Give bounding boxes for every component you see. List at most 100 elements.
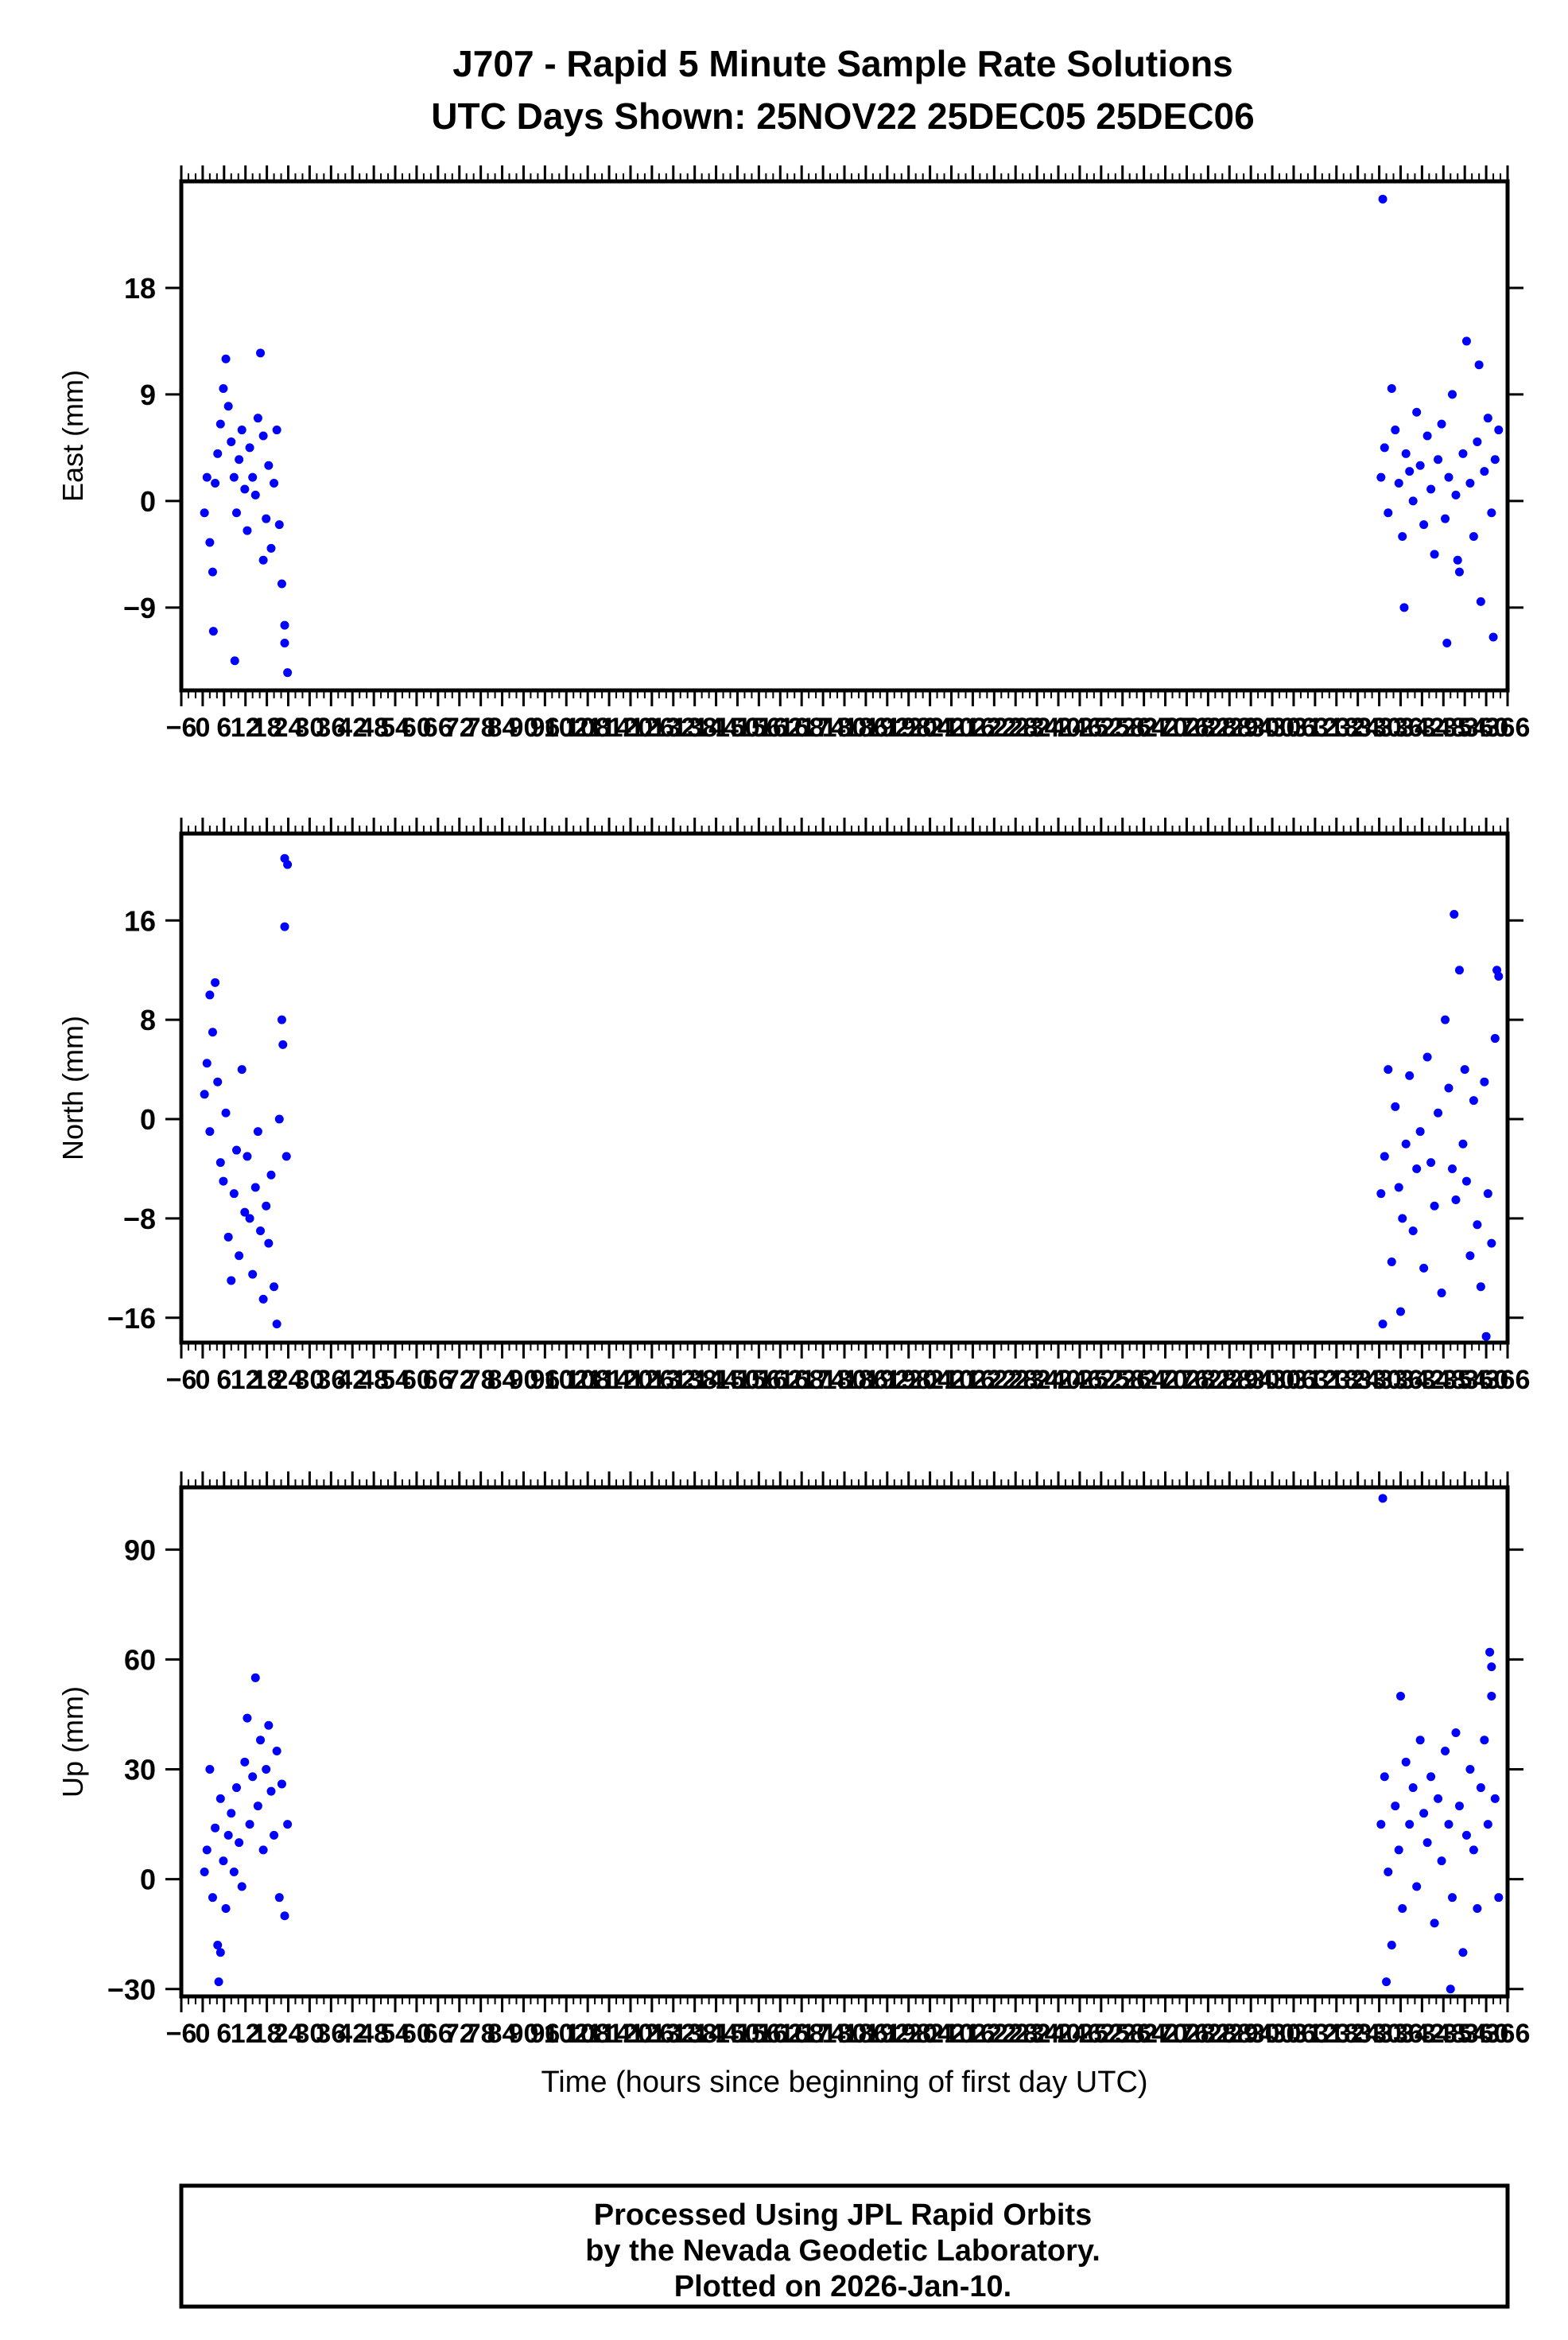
up-x-tick-label: 246 xyxy=(1058,2019,1103,2049)
north-data-point xyxy=(1376,1189,1386,1199)
up-data-point xyxy=(1487,1691,1496,1701)
up-data-point xyxy=(211,1823,220,1833)
east-panel: −60 6121824303642485460667278849096102108… xyxy=(56,165,1530,743)
north-data-point xyxy=(1461,1176,1471,1186)
east-x-tick-label: 264 xyxy=(1121,713,1166,743)
east-data-point xyxy=(1442,638,1452,647)
north-x-tick-label: 210 xyxy=(929,1365,974,1395)
up-x-tick-label: 18 xyxy=(252,2019,282,2049)
east-data-point xyxy=(1444,472,1454,482)
up-data-point xyxy=(221,1903,231,1913)
up-y-tick-label: 60 xyxy=(124,1643,156,1676)
east-data-point xyxy=(243,526,252,535)
east-data-point xyxy=(1434,455,1443,465)
north-x-tick-label: 144 xyxy=(693,1365,739,1395)
north-x-tick-label: 12 xyxy=(231,1365,261,1395)
north-data-point xyxy=(1394,1183,1403,1192)
north-x-tick-label: 30 xyxy=(295,1365,325,1395)
up-data-point xyxy=(1398,1903,1407,1913)
up-data-point xyxy=(227,1809,236,1818)
east-data-points xyxy=(200,194,1504,678)
north-data-point xyxy=(256,1226,266,1236)
east-data-point xyxy=(1476,597,1485,606)
east-data-point xyxy=(211,479,220,488)
up-x-tick-label: 168 xyxy=(779,2019,825,2049)
up-data-point xyxy=(1473,1903,1482,1913)
east-x-tick-label: 204 xyxy=(907,713,953,743)
up-data-point xyxy=(258,1845,268,1855)
north-data-point xyxy=(270,1282,279,1292)
north-data-point xyxy=(232,1145,241,1155)
east-x-tick-label: 246 xyxy=(1058,713,1103,743)
north-data-point xyxy=(1387,1257,1396,1267)
up-x-tick-label: 210 xyxy=(929,2019,974,2049)
up-x-tick-label: 54 xyxy=(380,2019,410,2049)
north-x-tick-label: 18 xyxy=(252,1365,282,1395)
north-y-tick-label: 16 xyxy=(124,904,156,937)
up-data-point xyxy=(219,1856,228,1866)
up-data-point xyxy=(272,1747,281,1756)
up-y-tick-label: 30 xyxy=(124,1754,156,1786)
north-data-point xyxy=(266,1170,276,1180)
north-x-tick-label: 300 xyxy=(1250,1365,1295,1395)
up-data-point xyxy=(1422,1838,1432,1848)
up-x-tick-label: 360 xyxy=(1464,2019,1509,2049)
up-x-tick-label: 12 xyxy=(231,2019,261,2049)
north-data-point xyxy=(211,978,220,987)
north-data-point xyxy=(1398,1214,1407,1223)
east-data-point xyxy=(1483,414,1492,423)
up-data-point xyxy=(1434,1794,1443,1803)
up-data-point xyxy=(1415,1736,1425,1745)
east-x-tick-label: 234 xyxy=(1015,713,1060,743)
east-x-tick-label: 186 xyxy=(844,713,889,743)
east-x-tick-label: 156 xyxy=(736,713,782,743)
north-panel: −60 6121824303642485460667278849096102108… xyxy=(56,818,1530,1395)
east-x-tick-label: 48 xyxy=(359,713,389,743)
up-x-tick-label: 252 xyxy=(1078,2019,1124,2049)
up-data-point xyxy=(1448,1893,1457,1903)
east-x-tick-label: 0 xyxy=(195,713,210,743)
north-data-point xyxy=(1434,1108,1443,1118)
north-data-point xyxy=(253,1127,262,1137)
north-data-point xyxy=(250,1183,260,1192)
east-data-point xyxy=(230,656,239,666)
north-x-tick-label: 66 xyxy=(423,1365,453,1395)
east-x-tick-label: 252 xyxy=(1078,713,1124,743)
north-x-tick-label: 276 xyxy=(1164,1365,1209,1395)
north-data-point xyxy=(262,1201,271,1211)
north-x-tick-label: 132 xyxy=(650,1365,696,1395)
east-x-tick-label: 132 xyxy=(650,713,696,743)
east-data-point xyxy=(1419,520,1429,530)
east-x-tick-label: 318 xyxy=(1314,713,1359,743)
up-x-tick-label: 90 xyxy=(509,2019,539,2049)
north-data-point xyxy=(219,1176,228,1186)
up-data-point xyxy=(1376,1820,1386,1829)
footer-box: Processed Using JPL Rapid Orbits by the … xyxy=(179,2183,1510,2309)
up-x-tick-label: 198 xyxy=(886,2019,931,2049)
up-x-tick-label: 240 xyxy=(1036,2019,1081,2049)
up-data-point xyxy=(1487,1662,1496,1672)
north-data-point xyxy=(1481,1331,1491,1341)
up-data-point xyxy=(200,1867,209,1876)
up-data-point xyxy=(1394,1845,1403,1855)
north-data-point xyxy=(1469,1096,1478,1106)
east-x-tick-label: 294 xyxy=(1228,713,1274,743)
east-x-tick-label: 174 xyxy=(801,713,846,743)
up-x-tick-label: 294 xyxy=(1228,2019,1274,2049)
up-data-point xyxy=(213,1941,223,1950)
up-data-point xyxy=(253,1802,262,1811)
up-data-point xyxy=(1454,1802,1464,1811)
east-x-tick-label: 96 xyxy=(530,713,560,743)
north-x-tick-label: 114 xyxy=(588,1365,631,1395)
up-x-tick-label: 150 xyxy=(715,2019,760,2049)
up-x-tick-label: 228 xyxy=(993,2019,1038,2049)
up-x-tick-label: 66 xyxy=(423,2019,453,2049)
north-data-point xyxy=(281,1152,291,1161)
up-x-tick-label: 174 xyxy=(801,2019,846,2049)
east-data-point xyxy=(215,419,225,429)
up-x-tick-label: 354 xyxy=(1442,2019,1488,2049)
east-y-axis-label: East (mm) xyxy=(56,370,89,502)
east-data-point xyxy=(277,579,286,589)
east-x-tick-label: 306 xyxy=(1271,713,1317,743)
east-data-point xyxy=(250,490,260,499)
